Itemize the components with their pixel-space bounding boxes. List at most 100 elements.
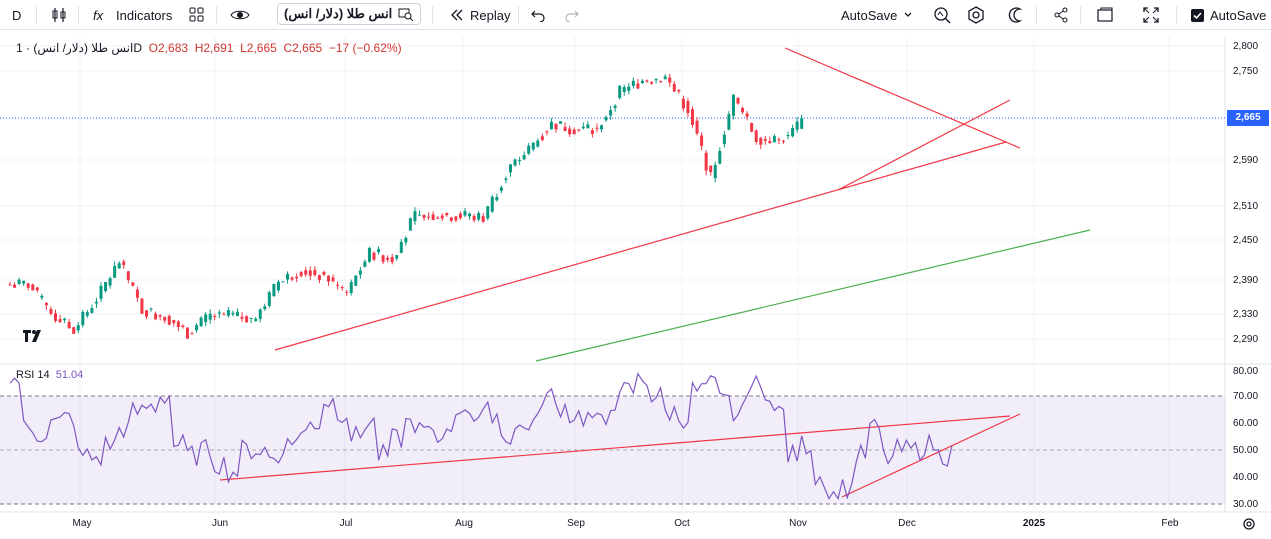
fullscreen-button[interactable] xyxy=(1142,0,1160,30)
templates-button[interactable] xyxy=(188,0,206,30)
candle-body xyxy=(509,164,512,173)
symbol-search-box[interactable]: انس طلا (دلار/ انس) xyxy=(277,3,422,25)
candle-body xyxy=(736,97,740,104)
autosave-toggle[interactable]: AutoSave xyxy=(1191,0,1266,30)
candle-body xyxy=(413,211,417,222)
candle-body xyxy=(513,159,517,166)
candle-body xyxy=(709,165,713,173)
top-toolbar: D fx Indicators انس طلا (دلار/ انس) Repl… xyxy=(0,0,1271,30)
candle-body xyxy=(195,325,199,331)
hide-button[interactable] xyxy=(230,0,250,30)
candle-body xyxy=(559,121,563,124)
candle-body xyxy=(449,217,453,221)
candle-body xyxy=(595,127,599,129)
candle-body xyxy=(322,271,326,275)
candles xyxy=(8,73,804,339)
candle-body xyxy=(40,295,44,298)
candle-body xyxy=(149,308,153,310)
price-tick: 2,510 xyxy=(1233,201,1258,212)
candle-body xyxy=(249,317,253,319)
candle-body xyxy=(772,136,776,143)
candle-body xyxy=(363,261,367,267)
layout-button[interactable] xyxy=(1096,0,1114,30)
candle-body xyxy=(436,217,440,219)
time-tick: Jun xyxy=(212,518,228,529)
rsi-trendline-short[interactable] xyxy=(841,413,1021,498)
candle-body xyxy=(731,94,735,116)
trendline-resistance[interactable] xyxy=(784,47,1021,149)
candle-body xyxy=(304,270,308,275)
checkbox-icon xyxy=(1191,8,1204,22)
candle-body xyxy=(654,78,658,81)
redo-button[interactable] xyxy=(564,0,580,30)
candle-body xyxy=(395,255,399,259)
candle-body xyxy=(722,134,726,144)
fx-icon: fx xyxy=(93,8,104,23)
candle-body xyxy=(131,282,135,286)
candle-body xyxy=(72,327,76,334)
chart-settings-button[interactable] xyxy=(966,0,986,30)
candle-body xyxy=(477,213,481,220)
trendline-green-channel[interactable] xyxy=(535,229,1091,362)
time-tick: Dec xyxy=(898,518,916,529)
rsi-tick: 60.00 xyxy=(1233,418,1258,429)
time-tick: Feb xyxy=(1161,518,1179,529)
candle-body xyxy=(700,135,704,146)
series-legend[interactable]: انس طلا (دلار/ انس) · 1D O2,683 H2,691 L… xyxy=(16,41,402,55)
svg-text:fx: fx xyxy=(93,8,104,23)
undo-button[interactable] xyxy=(530,0,546,30)
candle-body xyxy=(308,270,312,276)
legend-close: C2,665 xyxy=(283,41,323,55)
candle-body xyxy=(468,213,472,217)
candle-body xyxy=(163,316,167,321)
trendline-main-support[interactable] xyxy=(274,141,1007,351)
indicators-button[interactable]: fx Indicators xyxy=(92,0,172,30)
trendline-short-support[interactable] xyxy=(837,99,1011,191)
candle-body xyxy=(358,270,362,275)
grid xyxy=(0,36,1225,512)
replay-button[interactable]: Replay xyxy=(450,0,510,30)
share-button[interactable] xyxy=(1052,0,1070,30)
time-tick: 2025 xyxy=(1023,518,1046,529)
autosave-dropdown[interactable]: AutoSave xyxy=(841,0,913,30)
settings-gear-icon[interactable] xyxy=(1243,518,1255,530)
replay-label: Replay xyxy=(470,7,511,23)
candle-body xyxy=(31,284,35,291)
candle-body xyxy=(213,316,217,318)
tradingview-logo-icon[interactable] xyxy=(22,327,46,345)
candle-body xyxy=(390,256,394,263)
screenshot-search-button[interactable] xyxy=(932,0,952,30)
candle-body xyxy=(631,80,635,86)
settings-hex-icon xyxy=(968,6,984,24)
candle-body xyxy=(695,120,699,134)
rsi-axis[interactable]: 80.00 70.00 60.00 50.00 40.00 30.00 xyxy=(1233,366,1258,510)
autosave-toggle-label: AutoSave xyxy=(1210,7,1267,23)
candle-body xyxy=(295,276,299,279)
chart-type-button[interactable] xyxy=(50,0,68,30)
candle-body xyxy=(167,316,171,325)
candles-icon xyxy=(52,8,66,22)
candle-body xyxy=(240,316,244,319)
candle-body xyxy=(650,81,654,84)
rsi-tick: 70.00 xyxy=(1233,391,1258,402)
candle-body xyxy=(54,313,57,321)
candle-body xyxy=(85,312,89,316)
candle-body xyxy=(800,118,804,129)
candle-body xyxy=(640,80,644,84)
candle-body xyxy=(786,134,790,136)
interval-button[interactable]: D xyxy=(12,0,21,30)
candle-body xyxy=(94,301,98,304)
candle-body xyxy=(408,218,412,231)
candle-body xyxy=(231,312,235,315)
rsi-legend[interactable]: RSI 14 51.04 xyxy=(16,369,83,381)
candle-body xyxy=(418,214,421,216)
candle-body xyxy=(554,123,558,130)
candle-body xyxy=(458,213,462,218)
price-axis[interactable]: 2,800 2,750 2,590 2,510 2,450 2,390 2,33… xyxy=(1233,41,1258,345)
time-axis[interactable]: May Jun Jul Aug Sep Oct Nov Dec 2025 Feb xyxy=(73,518,1180,529)
candle-body xyxy=(431,214,435,220)
candle-body xyxy=(386,257,390,260)
theme-toggle-button[interactable] xyxy=(1008,0,1026,30)
candle-body xyxy=(659,81,663,83)
